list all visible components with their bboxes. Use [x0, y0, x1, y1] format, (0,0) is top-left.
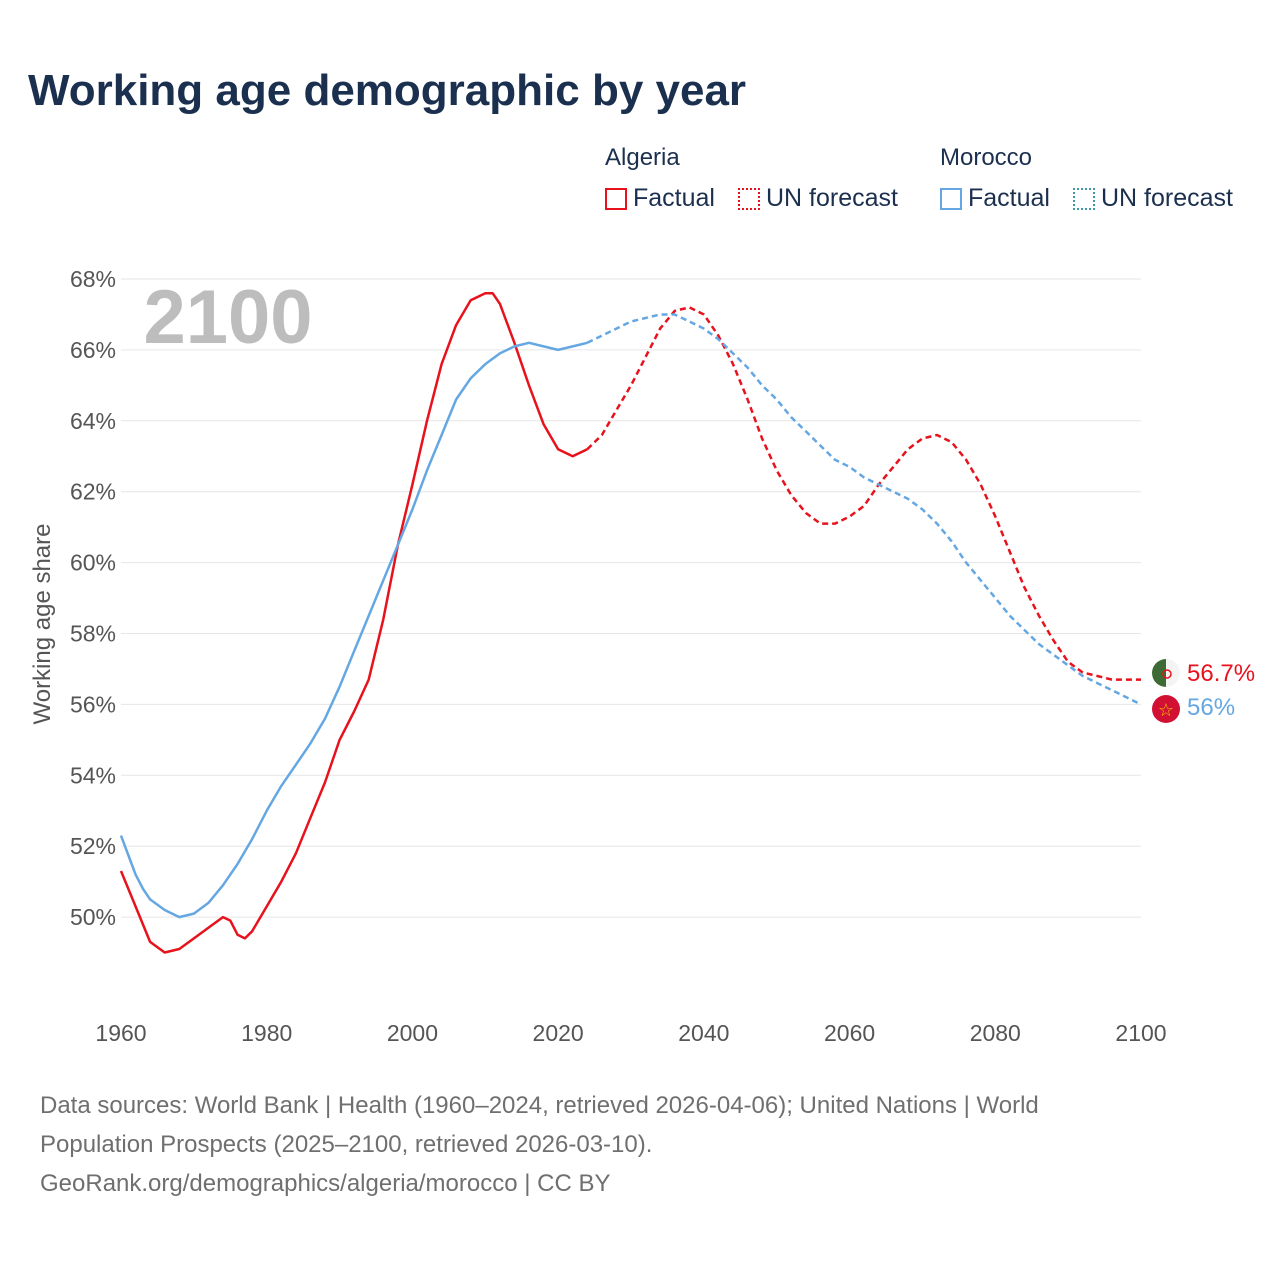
morocco-factual-line[interactable]	[119, 341, 588, 919]
chart-title: Working age demographic by year	[28, 66, 747, 115]
legend-morocco-forecast[interactable]: UN forecast	[1073, 184, 1233, 213]
y-tick-label: 64%	[70, 408, 116, 434]
legend-morocco-factual[interactable]: Factual	[940, 184, 1050, 213]
y-tick-label: 66%	[70, 337, 116, 363]
x-tick-label: 2000	[387, 1020, 438, 1046]
legend-morocco-forecast-label: UN forecast	[1101, 184, 1233, 212]
morocco-forecast-line[interactable]	[586, 313, 1142, 706]
y-tick-label: 62%	[70, 479, 116, 505]
x-tick-label: 2060	[824, 1020, 875, 1046]
y-tick-label: 54%	[70, 762, 116, 788]
legend-algeria-forecast-swatch	[738, 187, 760, 210]
y-axis-ticks: 50% 52% 54% 56% 58% 60% 62% 64% 66% 68%	[70, 266, 116, 930]
legend-algeria-forecast[interactable]: UN forecast	[738, 184, 898, 213]
sources-line-1: Data sources: World Bank | Health (1960–…	[40, 1092, 1039, 1119]
svg-text:☆: ☆	[1158, 700, 1174, 721]
legend-algeria-factual-swatch	[605, 187, 627, 210]
morocco-flag-icon: ☆	[1152, 695, 1180, 723]
y-tick-label: 50%	[70, 904, 116, 930]
x-tick-label: 1980	[241, 1020, 292, 1046]
gridlines	[121, 278, 1141, 918]
sources-line-2: Population Prospects (2025–2100, retriev…	[40, 1131, 653, 1158]
series-lines	[119, 291, 1142, 954]
x-tick-label: 2040	[678, 1020, 729, 1046]
legend-morocco-forecast-swatch	[1073, 187, 1095, 210]
y-axis-label: Working age share	[29, 524, 56, 725]
morocco-end-label: 56%	[1187, 694, 1235, 721]
data-sources: Data sources: World Bank | Health (1960–…	[40, 1086, 1220, 1203]
algeria-end-label: 56.7%	[1187, 660, 1255, 687]
legend-group-algeria: Algeria	[605, 144, 680, 171]
y-tick-label: 60%	[70, 550, 116, 576]
sources-line-3[interactable]: GeoRank.org/demographics/algeria/morocco…	[40, 1170, 611, 1197]
x-tick-label: 2100	[1115, 1020, 1166, 1046]
x-tick-label: 2080	[970, 1020, 1021, 1046]
algeria-flag-icon	[1152, 659, 1180, 687]
legend-morocco-factual-swatch	[940, 187, 962, 210]
legend-algeria-factual-label: Factual	[633, 184, 715, 212]
y-tick-label: 52%	[70, 833, 116, 859]
legend-morocco-factual-label: Factual	[968, 184, 1050, 212]
y-tick-label: 68%	[70, 266, 116, 292]
x-tick-label: 1960	[95, 1020, 146, 1046]
x-tick-label: 2020	[533, 1020, 584, 1046]
legend-group-morocco: Morocco	[940, 144, 1033, 171]
y-tick-label: 56%	[70, 691, 116, 717]
legend-algeria-factual[interactable]: Factual	[605, 184, 715, 213]
year-watermark: 2100	[143, 275, 312, 360]
y-tick-label: 58%	[70, 621, 116, 647]
algeria-forecast-line[interactable]	[586, 306, 1141, 681]
legend-algeria-forecast-label: UN forecast	[766, 184, 898, 212]
algeria-factual-line[interactable]	[119, 291, 588, 954]
line-chart: 50% 52% 54% 56% 58% 60% 62% 64% 66% 68% 1960 1980 2…	[29, 266, 1255, 1046]
x-axis-ticks: 1960 1980 2000 2020 2040 2060 2080 2100	[95, 1020, 1166, 1046]
